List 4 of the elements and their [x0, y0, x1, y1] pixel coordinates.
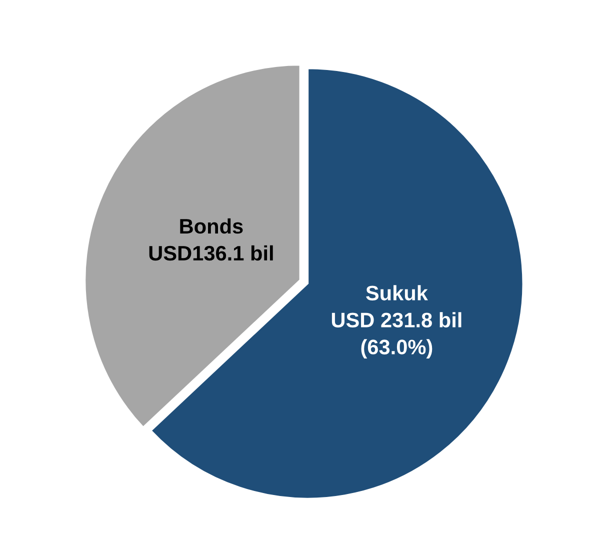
- data-label: USD136.1 bil: [149, 245, 273, 261]
- slice-label: Sukuk: [366, 285, 428, 300]
- data-label: USD 231.8 bil (63.0%): [332, 312, 462, 359]
- slice-label: Bonds: [180, 218, 243, 234]
